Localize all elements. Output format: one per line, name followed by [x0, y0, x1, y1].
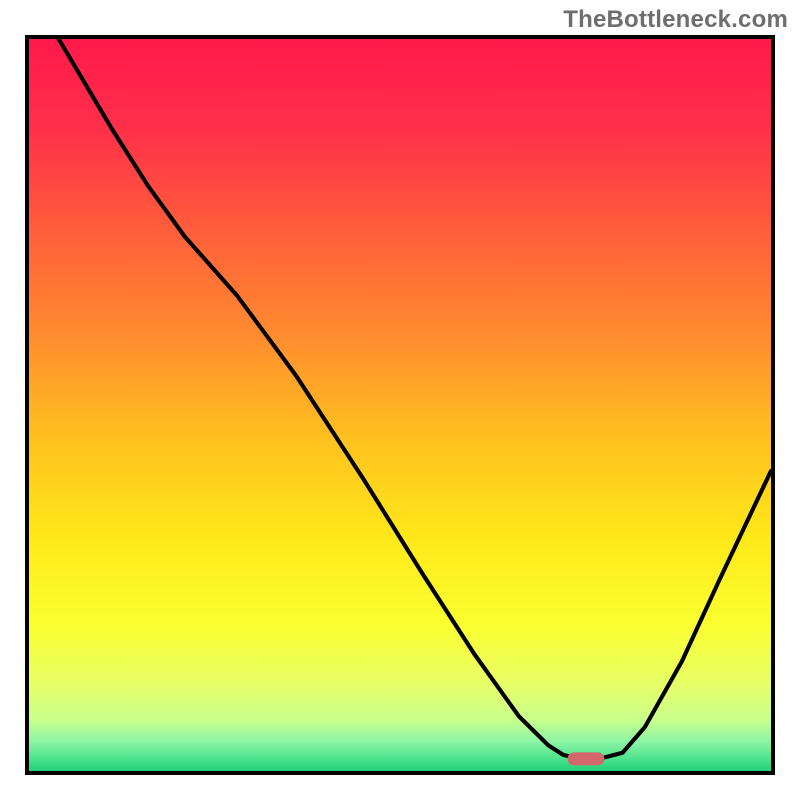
watermark-text: TheBottleneck.com [563, 6, 788, 34]
optimal-point-marker [567, 752, 604, 765]
plot-area [25, 35, 775, 775]
bottleneck-curve [29, 39, 771, 771]
chart-container: TheBottleneck.com [0, 0, 800, 800]
